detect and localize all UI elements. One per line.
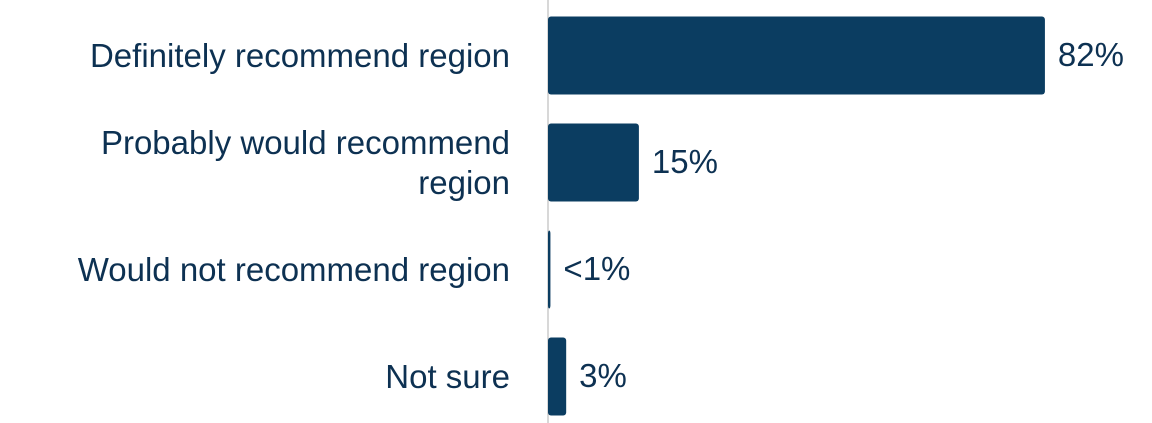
category-label: Probably would recommend region	[100, 123, 510, 201]
bar	[548, 337, 567, 416]
value-label: 15%	[652, 143, 718, 180]
category-label: Definitely recommend region	[89, 36, 510, 74]
value-label: 82%	[1058, 36, 1124, 73]
bar	[548, 16, 1045, 95]
bar	[548, 230, 551, 309]
category-label: Not sure	[385, 357, 510, 395]
value-label: 3%	[579, 357, 627, 394]
value-label: <1%	[563, 250, 630, 287]
bar	[548, 123, 639, 202]
category-label: Would not recommend region	[77, 250, 510, 288]
